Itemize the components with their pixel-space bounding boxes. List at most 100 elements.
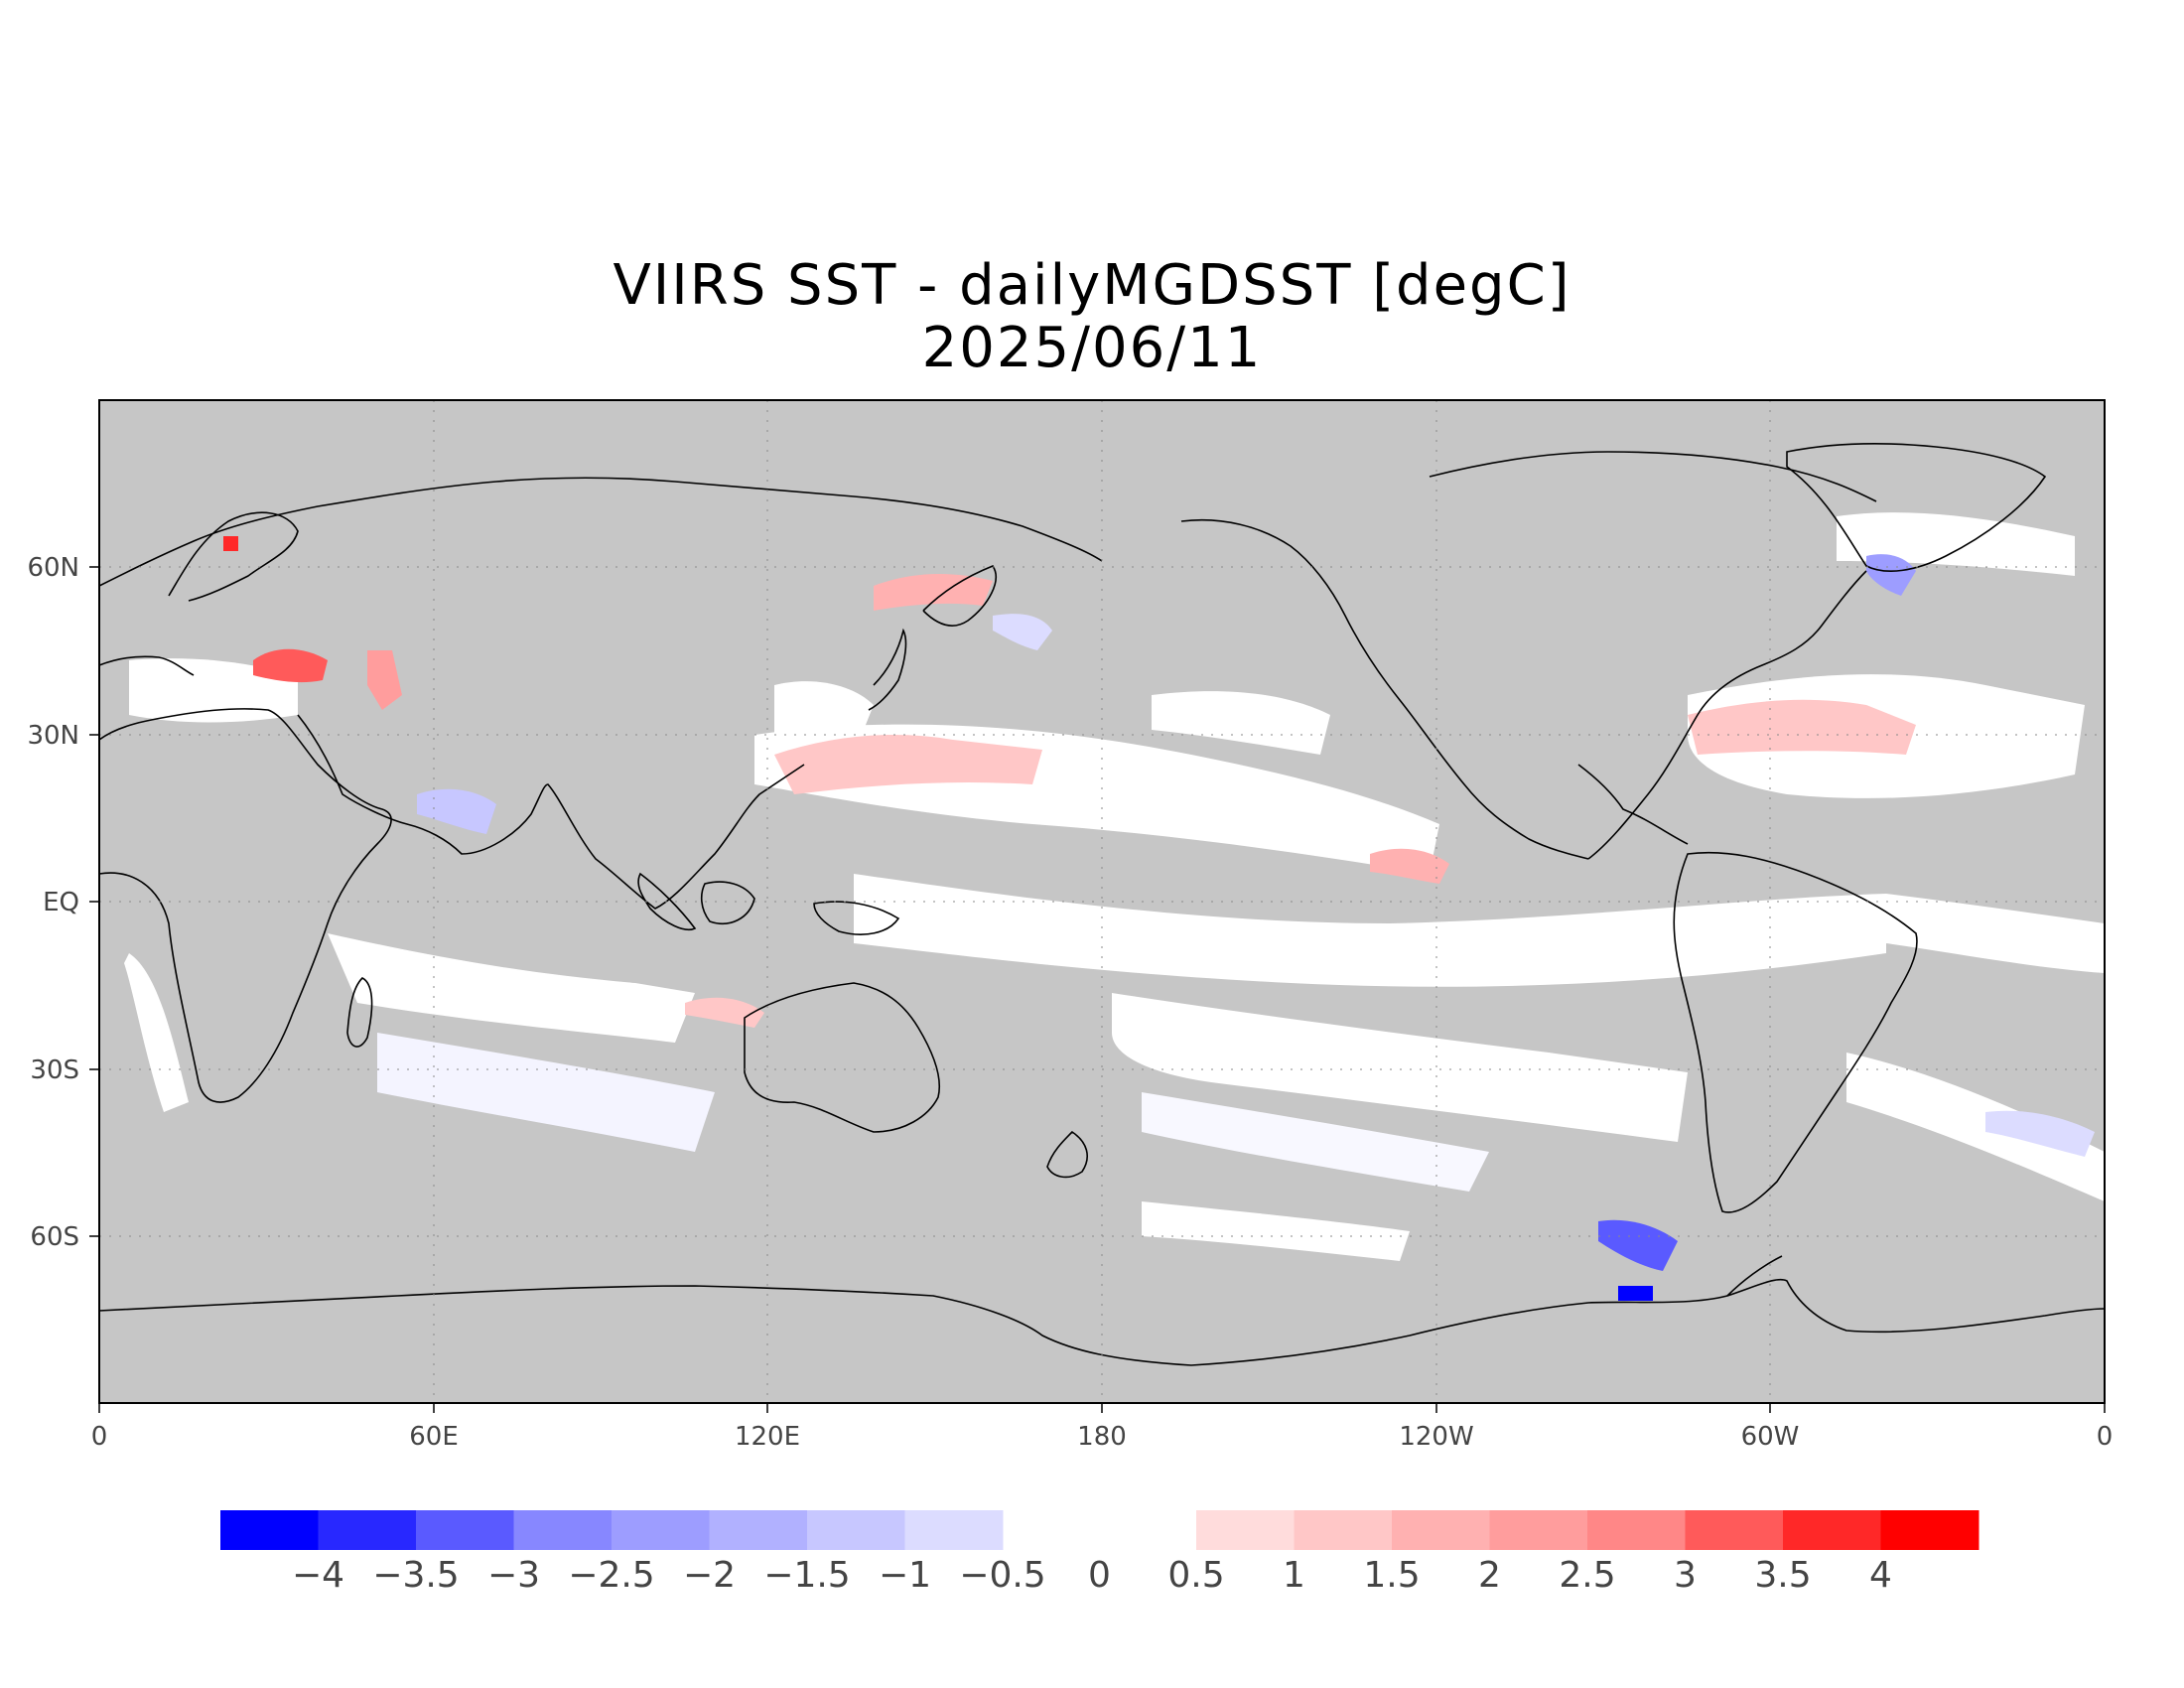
coastline-eurasia-north <box>99 477 1103 587</box>
colorbar-swatch-positive <box>1392 1510 1490 1550</box>
sst-swath-indian-ocean <box>328 933 695 1043</box>
lon-label: 120W <box>1399 1422 1473 1452</box>
colorbar-swatch-negative <box>612 1510 710 1550</box>
coastline-kamchatka <box>922 565 997 627</box>
colorbar-label: 2 <box>1478 1555 1501 1596</box>
colorbar-swatch-positive <box>1783 1510 1881 1550</box>
coastline-new-guinea <box>813 901 900 935</box>
sst-anomaly-east-pacific <box>1370 848 1449 884</box>
sst-anomaly-arabian-sea <box>417 788 496 834</box>
sst-swath-sea-of-japan <box>774 681 874 755</box>
colorbar-label: −1.5 <box>763 1555 850 1596</box>
coastlines <box>99 442 2105 1366</box>
colorbar-swatch-positive <box>1685 1510 1784 1550</box>
lat-label: 30N <box>27 721 79 751</box>
coastline-australia <box>744 982 941 1133</box>
coastline-antarctic-peninsula <box>1726 1255 1783 1297</box>
sst-swath-south-pacific <box>1112 993 1688 1142</box>
lon-label: 120E <box>735 1422 800 1452</box>
colorbar-swatch-negative <box>904 1510 1004 1550</box>
lat-label: 60S <box>30 1222 79 1252</box>
lon-axis-labels: 0 60E 120E 180 120W 60W 0 <box>91 1422 2114 1452</box>
coastline-canadian-arctic <box>1429 451 1877 502</box>
colorbar-swatch-negative <box>416 1510 514 1550</box>
coastline-central-america <box>1577 764 1689 845</box>
sst-swath-south-indian <box>377 1033 715 1152</box>
coastline-madagascar <box>346 977 373 1048</box>
lon-label: 60E <box>409 1422 459 1452</box>
colorbar-swatch-positive <box>1196 1510 1295 1550</box>
sst-swath-north-pacific-2 <box>1152 691 1330 755</box>
colorbar-swatch-negative <box>807 1510 905 1550</box>
coastline-south-america <box>1673 851 1918 1213</box>
sst-swath-southern-ocean <box>1142 1201 1410 1261</box>
sst-anomaly-labrador <box>1866 554 1916 596</box>
sst-swath-tropical-atlantic <box>1886 894 2105 973</box>
axis-ticks <box>89 566 2106 1413</box>
graticule <box>99 400 2105 1403</box>
colorbar-swatch-positive <box>1294 1510 1393 1550</box>
lat-axis-labels: 60N 30N EQ 30S 60S <box>27 553 79 1252</box>
lat-label: EQ <box>43 888 79 917</box>
colorbar-swatch-negative <box>709 1510 808 1550</box>
colorbar-label: −3 <box>487 1555 540 1596</box>
sst-swath-equatorial-pacific <box>854 874 1886 987</box>
colorbar-label: 4 <box>1869 1555 1892 1596</box>
colorbar-label: 2.5 <box>1559 1555 1615 1596</box>
sst-data-layer <box>124 512 2105 1301</box>
colorbar-label: 1.5 <box>1363 1555 1420 1596</box>
colorbar-swatch-positive <box>1489 1510 1588 1550</box>
sst-anomaly-black-sea <box>253 648 328 683</box>
lon-label: 0 <box>2097 1422 2114 1452</box>
map-date: 2025/06/11 <box>921 316 1263 380</box>
colorbar-negative <box>220 1510 1004 1550</box>
colorbar-swatch-positive <box>1587 1510 1686 1550</box>
sst-anomaly-okhotsk <box>874 574 993 611</box>
colorbar-label: 0 <box>1088 1555 1111 1596</box>
sst-anomaly-south-atlantic-cool <box>1985 1110 2095 1157</box>
colorbar-swatch-positive <box>1880 1510 1979 1550</box>
colorbar-label: 1 <box>1283 1555 1305 1596</box>
coastline-borneo <box>700 881 755 925</box>
coastline-north-america <box>1180 518 1589 860</box>
lon-label: 180 <box>1077 1422 1127 1452</box>
colorbar-label: −1 <box>879 1555 931 1596</box>
colorbar-label: 0.5 <box>1167 1555 1224 1596</box>
sst-anomaly-gulf-stream <box>1688 699 1916 755</box>
colorbar-label: −4 <box>292 1555 344 1596</box>
colorbar-swatch-negative <box>220 1510 319 1550</box>
sst-anomaly-caspian <box>367 650 402 710</box>
coastline-africa <box>99 708 392 1103</box>
map-title: VIIRS SST - dailyMGDSST [degC] <box>613 253 1571 318</box>
colorbar-label: −0.5 <box>959 1555 1045 1596</box>
colorbar-label: 3 <box>1674 1555 1697 1596</box>
colorbar-label: −3.5 <box>372 1555 459 1596</box>
sst-anomaly-kuroshio <box>774 735 1042 794</box>
colorbar-positive <box>1196 1510 1979 1550</box>
colorbar-labels: −4 −3.5 −3 −2.5 −2 −1.5 −1 −0.5 0 0.5 1 1.5 2 2.5 3 3.5… <box>292 1555 1892 1596</box>
sst-swath-south-pacific-2 <box>1142 1092 1489 1192</box>
sst-anomaly-baltic <box>223 536 238 551</box>
lon-label: 60W <box>1741 1422 1800 1452</box>
coastline-japan <box>868 628 907 711</box>
colorbar-label: 3.5 <box>1754 1555 1811 1596</box>
coastline-eurasia-south <box>297 714 805 910</box>
coastline-greenland <box>1786 442 2047 572</box>
sst-swath-south-atlantic <box>1846 1053 2105 1201</box>
sst-swath-west-africa <box>124 953 189 1112</box>
lat-label: 60N <box>27 553 79 583</box>
colorbar-label: −2 <box>683 1555 736 1596</box>
coastline-north-america-east <box>1587 570 1867 860</box>
sst-anomaly-antarctic-point <box>1618 1286 1653 1301</box>
sst-anomaly-weddell <box>1598 1219 1678 1271</box>
coastline-europe-west <box>99 655 195 676</box>
coastline-scandinavia <box>168 511 299 602</box>
coastline-new-zealand <box>1046 1130 1088 1179</box>
coastline-sumatra <box>637 872 697 930</box>
colorbar-label: −2.5 <box>568 1555 654 1596</box>
lat-label: 30S <box>30 1055 79 1085</box>
sst-anomaly-north-pacific-cool <box>993 614 1052 650</box>
colorbar-swatch-negative <box>513 1510 613 1550</box>
colorbar-swatch-negative <box>318 1510 417 1550</box>
